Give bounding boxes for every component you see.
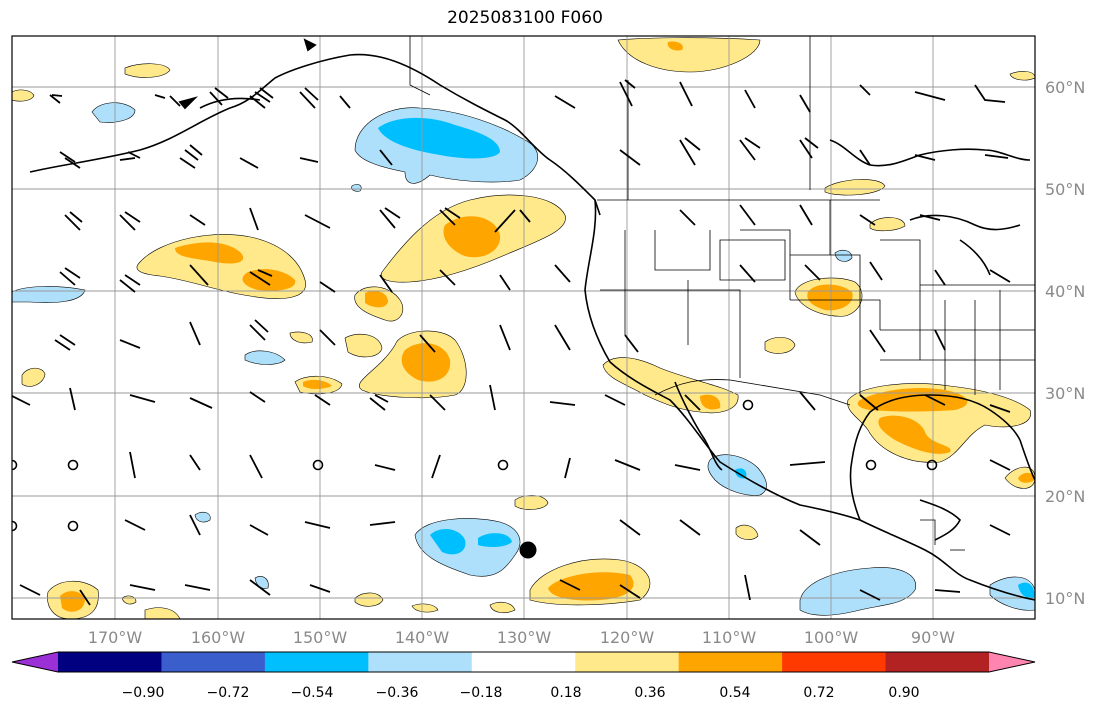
colorbar-tick-label: −0.72 bbox=[207, 685, 250, 701]
lon-label: 140°W bbox=[395, 628, 450, 647]
colorbar bbox=[11, 651, 1036, 673]
colorbar-segment bbox=[575, 652, 680, 672]
colorbar-ticks: −0.90 −0.72 −0.54 −0.36 −0.18 0.18 0.36 … bbox=[122, 685, 920, 701]
colorbar-segment bbox=[264, 652, 369, 672]
map-title: 2025083100 F060 bbox=[447, 8, 603, 28]
map-frame bbox=[11, 35, 1036, 620]
colorbar-tick-label: −0.18 bbox=[460, 685, 503, 701]
political-borders bbox=[409, 36, 1035, 551]
coastlines bbox=[29, 53, 1035, 601]
lat-label: 20°N bbox=[1045, 487, 1085, 506]
lat-label: 40°N bbox=[1045, 282, 1085, 301]
lat-label: 50°N bbox=[1045, 180, 1085, 199]
calm-wind-markers bbox=[12, 399, 938, 532]
negative-anomaly-regions bbox=[12, 102, 1035, 616]
storm-position-marker bbox=[519, 541, 537, 559]
colorbar-tick-label: −0.36 bbox=[376, 685, 419, 701]
lon-label: 130°W bbox=[497, 628, 552, 647]
lon-label: 160°W bbox=[191, 628, 246, 647]
colorbar-tick-label: 0.54 bbox=[719, 685, 750, 701]
colorbar-extend-high bbox=[989, 652, 1035, 672]
latitude-axis: 60°N 50°N 40°N 30°N 20°N 10°N bbox=[1045, 78, 1085, 608]
lat-label: 10°N bbox=[1045, 589, 1085, 608]
graticule bbox=[12, 36, 1035, 619]
longitude-axis: 170°W 160°W 150°W 140°W 130°W 120°W 110°… bbox=[88, 628, 955, 647]
colorbar-tick-label: −0.54 bbox=[291, 685, 334, 701]
colorbar-segment bbox=[885, 652, 990, 672]
colorbar-tick-label: 0.72 bbox=[803, 685, 834, 701]
lon-label: 120°W bbox=[600, 628, 655, 647]
colorbar-segment bbox=[161, 652, 266, 672]
colorbar-tick-label: −0.90 bbox=[122, 685, 165, 701]
lon-label: 90°W bbox=[911, 628, 955, 647]
lon-label: 170°W bbox=[88, 628, 143, 647]
colorbar-extend-low bbox=[12, 652, 58, 672]
colorbar-tick-label: 0.36 bbox=[634, 685, 665, 701]
positive-anomaly-regions bbox=[12, 37, 1035, 619]
map-area bbox=[12, 36, 1035, 619]
colorbar-segment bbox=[782, 652, 887, 672]
colorbar-segment bbox=[471, 652, 576, 672]
colorbar-outline bbox=[11, 651, 1036, 673]
colorbar-segment bbox=[58, 652, 162, 672]
colorbar-tick-label: 0.18 bbox=[550, 685, 581, 701]
lat-label: 60°N bbox=[1045, 78, 1085, 97]
lon-label: 150°W bbox=[293, 628, 348, 647]
colorbar-segment bbox=[678, 652, 783, 672]
colorbar-tick-label: 0.90 bbox=[888, 685, 919, 701]
wind-barbs bbox=[12, 38, 1011, 606]
lon-label: 110°W bbox=[702, 628, 757, 647]
lat-label: 30°N bbox=[1045, 384, 1085, 403]
colorbar-segment bbox=[368, 652, 473, 672]
lon-label: 100°W bbox=[804, 628, 859, 647]
